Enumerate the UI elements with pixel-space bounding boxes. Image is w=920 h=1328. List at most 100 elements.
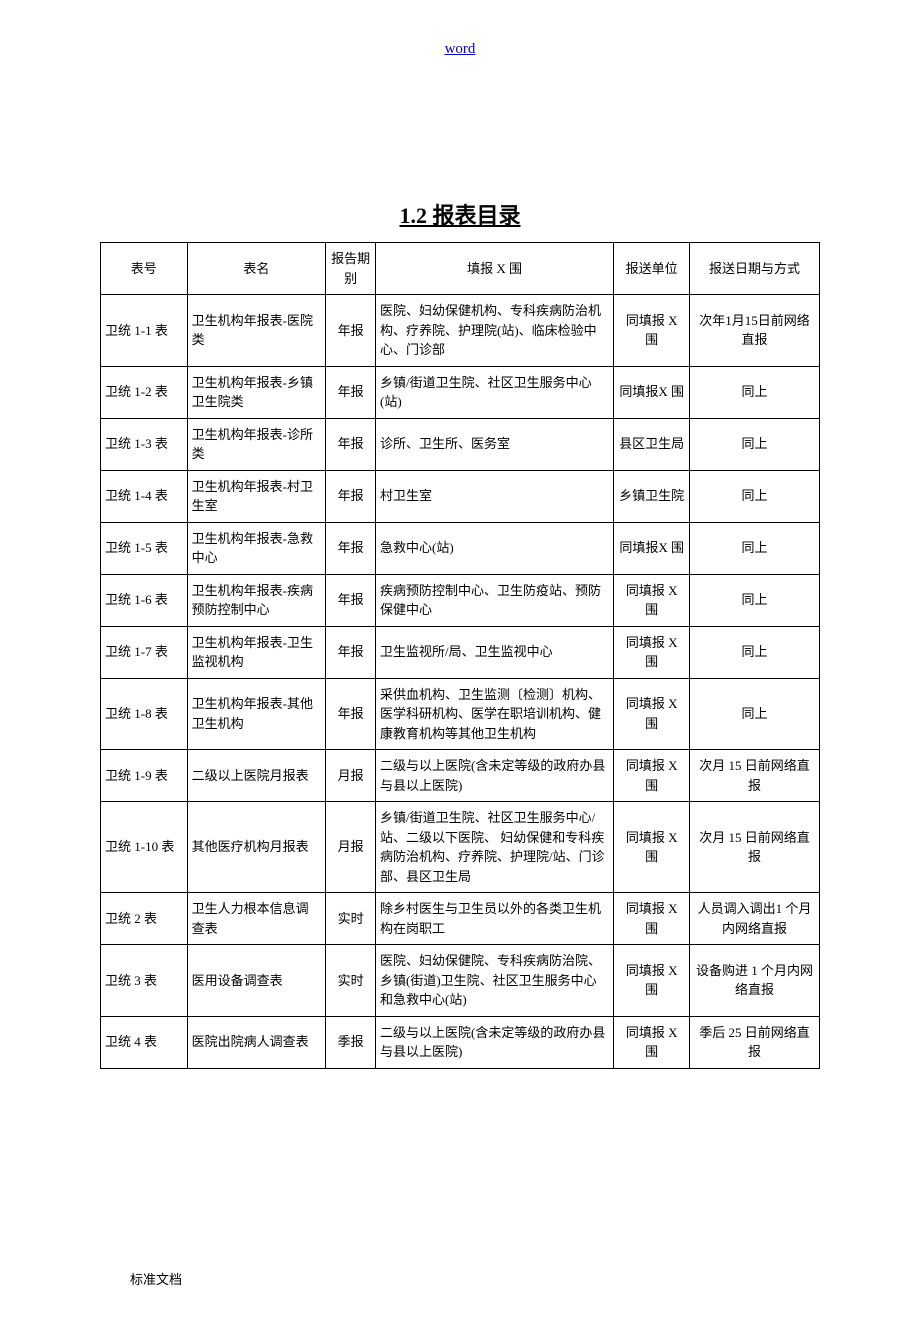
- table-body: 卫统 1-1 表 卫生机构年报表-医院类 年报 医院、妇幼保健机构、专科疾病防治…: [101, 295, 820, 1069]
- report-table-container: 表号 表名 报告期别 填报 X 围 报送单位 报送日期与方式 卫统 1-1 表 …: [100, 242, 820, 1069]
- cell-unit: 同填报 X 围: [614, 802, 690, 893]
- cell-scope: 村卫生室: [376, 470, 614, 522]
- cell-no: 卫统 1-3 表: [101, 418, 188, 470]
- cell-name: 医院出院病人调查表: [187, 1016, 326, 1068]
- cell-unit: 同填报 X 围: [614, 893, 690, 945]
- cell-unit: 同填报 X 围: [614, 750, 690, 802]
- cell-scope: 医院、妇幼保健机构、专科疾病防治机构、疗养院、护理院(站)、临床检验中心、门诊部: [376, 295, 614, 367]
- cell-name: 卫生机构年报表-其他卫生机构: [187, 678, 326, 750]
- table-row: 卫统 1-3 表 卫生机构年报表-诊所类 年报 诊所、卫生所、医务室 县区卫生局…: [101, 418, 820, 470]
- cell-scope: 诊所、卫生所、医务室: [376, 418, 614, 470]
- cell-name: 卫生机构年报表-诊所类: [187, 418, 326, 470]
- table-row: 卫统 1-10 表 其他医疗机构月报表 月报 乡镇/街道卫生院、社区卫生服务中心…: [101, 802, 820, 893]
- cell-unit: 同填报X 围: [614, 366, 690, 418]
- cell-date: 次年1月15日前网络直报: [690, 295, 820, 367]
- header-no: 表号: [101, 243, 188, 295]
- cell-period: 月报: [326, 802, 376, 893]
- cell-period: 季报: [326, 1016, 376, 1068]
- cell-date: 次月 15 日前网络直报: [690, 750, 820, 802]
- cell-unit: 同填报 X 围: [614, 1016, 690, 1068]
- cell-period: 实时: [326, 893, 376, 945]
- cell-name: 其他医疗机构月报表: [187, 802, 326, 893]
- cell-name: 卫生机构年报表-疾病预防控制中心: [187, 574, 326, 626]
- cell-period: 年报: [326, 470, 376, 522]
- cell-period: 月报: [326, 750, 376, 802]
- cell-unit: 同填报 X 围: [614, 678, 690, 750]
- header-period: 报告期别: [326, 243, 376, 295]
- cell-date: 次月 15 日前网络直报: [690, 802, 820, 893]
- cell-scope: 急救中心(站): [376, 522, 614, 574]
- cell-scope: 卫生监视所/局、卫生监视中心: [376, 626, 614, 678]
- cell-scope: 疾病预防控制中心、卫生防疫站、预防保健中心: [376, 574, 614, 626]
- table-row: 卫统 4 表 医院出院病人调查表 季报 二级与以上医院(含未定等级的政府办县与县…: [101, 1016, 820, 1068]
- cell-unit: 同填报 X 围: [614, 574, 690, 626]
- cell-name: 卫生机构年报表-乡镇卫生院类: [187, 366, 326, 418]
- page-title: 1.2 报表目录: [0, 198, 920, 230]
- cell-no: 卫统 4 表: [101, 1016, 188, 1068]
- cell-date: 同上: [690, 418, 820, 470]
- cell-date: 人员调入调出1 个月内网络直报: [690, 893, 820, 945]
- header-link: word: [0, 40, 920, 58]
- cell-date: 季后 25 日前网络直报: [690, 1016, 820, 1068]
- cell-period: 年报: [326, 626, 376, 678]
- cell-scope: 采供血机构、卫生监测〔检测〕机构、医学科研机构、医学在职培训机构、健康教育机构等…: [376, 678, 614, 750]
- table-row: 卫统 3 表 医用设备调查表 实时 医院、妇幼保健院、专科疾病防治院、乡镇(街道…: [101, 945, 820, 1017]
- cell-date: 设备购进 1 个月内网络直报: [690, 945, 820, 1017]
- cell-no: 卫统 1-9 表: [101, 750, 188, 802]
- cell-scope: 乡镇/街道卫生院、社区卫生服务中心/站、二级以下医院、 妇幼保健和专科疾病防治机…: [376, 802, 614, 893]
- cell-scope: 医院、妇幼保健院、专科疾病防治院、乡镇(街道)卫生院、社区卫生服务中心和急救中心…: [376, 945, 614, 1017]
- table-row: 卫统 1-9 表 二级以上医院月报表 月报 二级与以上医院(含未定等级的政府办县…: [101, 750, 820, 802]
- cell-no: 卫统 1-5 表: [101, 522, 188, 574]
- cell-unit: 同填报 X 围: [614, 626, 690, 678]
- cell-scope: 二级与以上医院(含未定等级的政府办县与县以上医院): [376, 1016, 614, 1068]
- header-scope: 填报 X 围: [376, 243, 614, 295]
- table-row: 卫统 1-2 表 卫生机构年报表-乡镇卫生院类 年报 乡镇/街道卫生院、社区卫生…: [101, 366, 820, 418]
- cell-period: 年报: [326, 522, 376, 574]
- table-row: 卫统 1-4 表 卫生机构年报表-村卫生室 年报 村卫生室 乡镇卫生院 同上: [101, 470, 820, 522]
- cell-name: 二级以上医院月报表: [187, 750, 326, 802]
- cell-no: 卫统 3 表: [101, 945, 188, 1017]
- cell-date: 同上: [690, 626, 820, 678]
- cell-unit: 乡镇卫生院: [614, 470, 690, 522]
- cell-date: 同上: [690, 366, 820, 418]
- cell-no: 卫统 1-6 表: [101, 574, 188, 626]
- table-row: 卫统 1-1 表 卫生机构年报表-医院类 年报 医院、妇幼保健机构、专科疾病防治…: [101, 295, 820, 367]
- header-name: 表名: [187, 243, 326, 295]
- cell-name: 医用设备调查表: [187, 945, 326, 1017]
- cell-no: 卫统 1-4 表: [101, 470, 188, 522]
- cell-no: 卫统 1-2 表: [101, 366, 188, 418]
- cell-no: 卫统 1-1 表: [101, 295, 188, 367]
- cell-scope: 乡镇/街道卫生院、社区卫生服务中心(站): [376, 366, 614, 418]
- table-row: 卫统 1-8 表 卫生机构年报表-其他卫生机构 年报 采供血机构、卫生监测〔检测…: [101, 678, 820, 750]
- cell-unit: 同填报 X 围: [614, 295, 690, 367]
- cell-name: 卫生机构年报表-村卫生室: [187, 470, 326, 522]
- cell-period: 年报: [326, 678, 376, 750]
- cell-scope: 二级与以上医院(含未定等级的政府办县与县以上医院): [376, 750, 614, 802]
- cell-name: 卫生机构年报表-医院类: [187, 295, 326, 367]
- cell-unit: 县区卫生局: [614, 418, 690, 470]
- cell-date: 同上: [690, 678, 820, 750]
- cell-period: 年报: [326, 574, 376, 626]
- header-unit: 报送单位: [614, 243, 690, 295]
- cell-date: 同上: [690, 574, 820, 626]
- cell-period: 年报: [326, 295, 376, 367]
- footer-text: 标准文档: [130, 1269, 920, 1288]
- cell-no: 卫统 1-7 表: [101, 626, 188, 678]
- cell-period: 实时: [326, 945, 376, 1017]
- cell-date: 同上: [690, 470, 820, 522]
- cell-scope: 除乡村医生与卫生员以外的各类卫生机构在岗职工: [376, 893, 614, 945]
- table-header-row: 表号 表名 报告期别 填报 X 围 报送单位 报送日期与方式: [101, 243, 820, 295]
- cell-period: 年报: [326, 366, 376, 418]
- cell-unit: 同填报 X 围: [614, 945, 690, 1017]
- table-row: 卫统 1-5 表 卫生机构年报表-急救中心 年报 急救中心(站) 同填报X 围 …: [101, 522, 820, 574]
- cell-name: 卫生人力根本信息调查表: [187, 893, 326, 945]
- cell-period: 年报: [326, 418, 376, 470]
- cell-no: 卫统 1-10 表: [101, 802, 188, 893]
- cell-name: 卫生机构年报表-卫生监视机构: [187, 626, 326, 678]
- cell-no: 卫统 1-8 表: [101, 678, 188, 750]
- report-table: 表号 表名 报告期别 填报 X 围 报送单位 报送日期与方式 卫统 1-1 表 …: [100, 242, 820, 1069]
- table-row: 卫统 2 表 卫生人力根本信息调查表 实时 除乡村医生与卫生员以外的各类卫生机构…: [101, 893, 820, 945]
- header-date: 报送日期与方式: [690, 243, 820, 295]
- header-link-text[interactable]: word: [445, 41, 476, 57]
- cell-unit: 同填报X 围: [614, 522, 690, 574]
